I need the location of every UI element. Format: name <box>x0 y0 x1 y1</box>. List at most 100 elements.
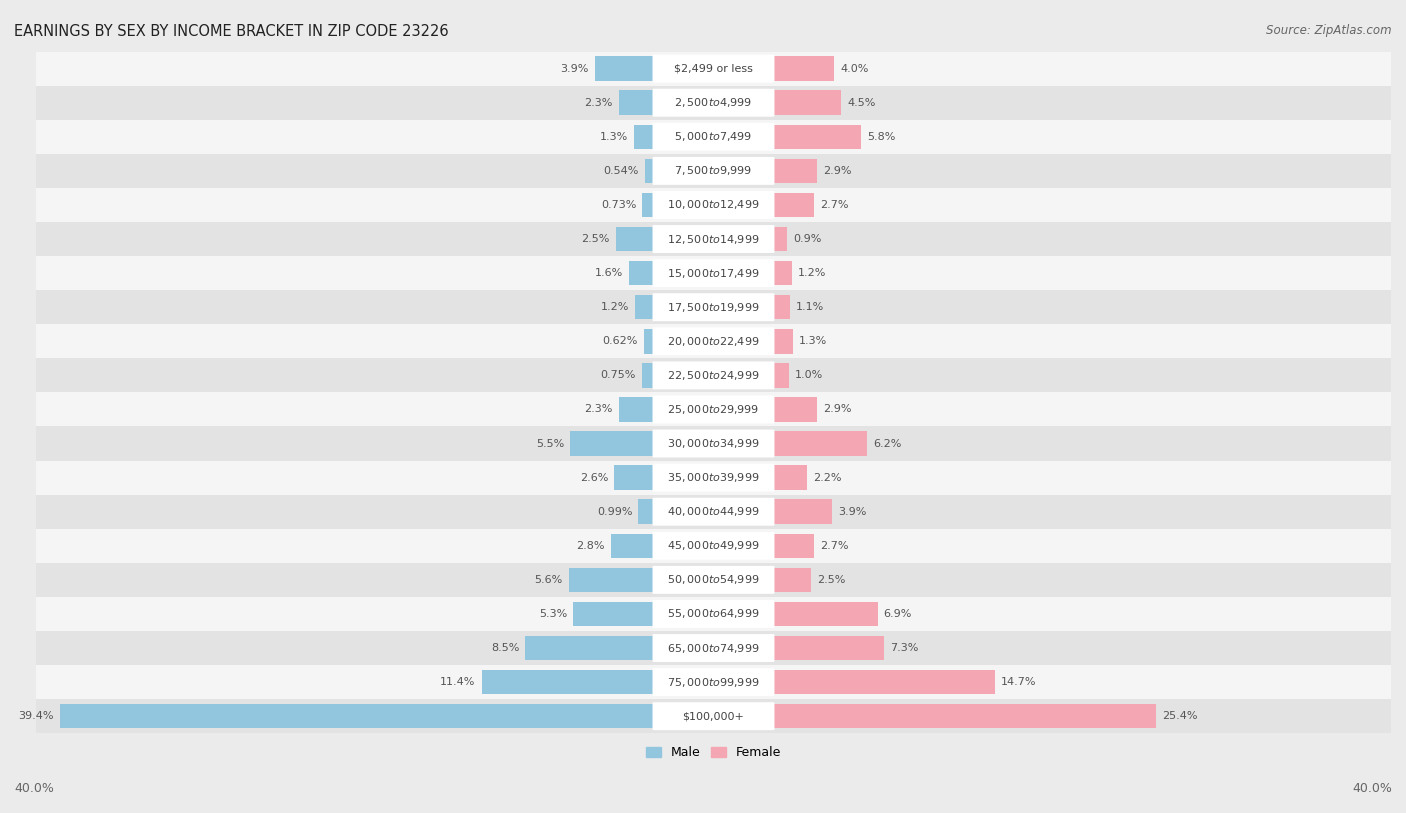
Text: $5,000 to $7,499: $5,000 to $7,499 <box>675 130 752 143</box>
Text: 0.75%: 0.75% <box>600 371 636 380</box>
Text: 1.1%: 1.1% <box>796 302 824 312</box>
Text: $10,000 to $12,499: $10,000 to $12,499 <box>668 198 759 211</box>
Text: 6.2%: 6.2% <box>873 438 901 449</box>
Bar <box>644 329 654 354</box>
Bar <box>773 499 832 524</box>
Text: 2.6%: 2.6% <box>579 472 607 483</box>
Bar <box>773 159 817 183</box>
Bar <box>0 154 1406 188</box>
Bar <box>0 290 1406 324</box>
Text: 40.0%: 40.0% <box>14 782 53 795</box>
FancyBboxPatch shape <box>652 89 775 117</box>
Text: $7,500 to $9,999: $7,500 to $9,999 <box>675 164 752 177</box>
Bar <box>0 85 1406 120</box>
Text: $17,500 to $19,999: $17,500 to $19,999 <box>668 301 759 314</box>
FancyBboxPatch shape <box>652 123 775 150</box>
FancyBboxPatch shape <box>652 463 775 492</box>
Text: $2,499 or less: $2,499 or less <box>673 63 754 74</box>
Bar <box>0 222 1406 256</box>
Bar <box>0 528 1406 563</box>
Text: $22,500 to $24,999: $22,500 to $24,999 <box>668 369 759 382</box>
Text: 40.0%: 40.0% <box>1353 782 1392 795</box>
Bar <box>0 51 1406 85</box>
Bar <box>0 494 1406 528</box>
Bar <box>0 563 1406 597</box>
Bar <box>619 90 654 115</box>
Bar <box>773 398 817 422</box>
FancyBboxPatch shape <box>652 532 775 560</box>
Text: Source: ZipAtlas.com: Source: ZipAtlas.com <box>1267 24 1392 37</box>
Text: $15,000 to $17,499: $15,000 to $17,499 <box>668 267 759 280</box>
Text: $45,000 to $49,999: $45,000 to $49,999 <box>668 539 759 552</box>
Text: 5.5%: 5.5% <box>536 438 564 449</box>
Bar <box>482 670 654 694</box>
Bar <box>773 636 883 660</box>
FancyBboxPatch shape <box>652 362 775 389</box>
Bar <box>612 533 654 558</box>
Bar <box>628 261 654 285</box>
Text: $25,000 to $29,999: $25,000 to $29,999 <box>668 403 759 416</box>
FancyBboxPatch shape <box>652 429 775 458</box>
Text: 2.2%: 2.2% <box>813 472 841 483</box>
Bar <box>60 704 654 728</box>
Text: 2.7%: 2.7% <box>820 541 849 550</box>
Text: 0.73%: 0.73% <box>600 200 637 210</box>
Text: 6.9%: 6.9% <box>883 609 912 619</box>
Text: 1.3%: 1.3% <box>599 132 627 141</box>
Text: 5.6%: 5.6% <box>534 575 562 585</box>
Text: $2,500 to $4,999: $2,500 to $4,999 <box>675 96 752 109</box>
FancyBboxPatch shape <box>652 259 775 287</box>
Bar <box>0 461 1406 494</box>
Legend: Male, Female: Male, Female <box>641 741 786 764</box>
Text: EARNINGS BY SEX BY INCOME BRACKET IN ZIP CODE 23226: EARNINGS BY SEX BY INCOME BRACKET IN ZIP… <box>14 24 449 39</box>
Bar <box>773 90 841 115</box>
Text: 1.0%: 1.0% <box>794 371 823 380</box>
Text: 4.0%: 4.0% <box>839 63 869 74</box>
Text: 3.9%: 3.9% <box>838 506 868 517</box>
Bar <box>0 699 1406 733</box>
Text: 0.54%: 0.54% <box>603 166 640 176</box>
Bar <box>773 567 811 592</box>
Text: 2.9%: 2.9% <box>824 404 852 415</box>
Bar <box>571 431 654 456</box>
Text: $50,000 to $54,999: $50,000 to $54,999 <box>668 573 759 586</box>
Bar <box>773 124 860 149</box>
Bar <box>773 602 877 626</box>
Bar <box>636 295 654 320</box>
Bar <box>773 261 792 285</box>
Text: 0.99%: 0.99% <box>596 506 633 517</box>
Bar <box>645 159 654 183</box>
Bar <box>0 597 1406 631</box>
Bar <box>773 465 807 490</box>
FancyBboxPatch shape <box>652 157 775 185</box>
Bar <box>595 56 654 81</box>
Text: 2.9%: 2.9% <box>824 166 852 176</box>
Bar <box>0 393 1406 427</box>
Bar <box>643 363 654 388</box>
Bar <box>643 193 654 217</box>
Text: 2.3%: 2.3% <box>585 404 613 415</box>
Text: $12,500 to $14,999: $12,500 to $14,999 <box>668 233 759 246</box>
Text: 0.62%: 0.62% <box>603 337 638 346</box>
Text: 5.3%: 5.3% <box>538 609 568 619</box>
Text: 1.3%: 1.3% <box>799 337 828 346</box>
Text: $65,000 to $74,999: $65,000 to $74,999 <box>668 641 759 654</box>
Text: $55,000 to $64,999: $55,000 to $64,999 <box>668 607 759 620</box>
FancyBboxPatch shape <box>652 395 775 424</box>
Text: $20,000 to $22,499: $20,000 to $22,499 <box>668 335 759 348</box>
FancyBboxPatch shape <box>652 702 775 730</box>
Bar <box>773 704 1156 728</box>
Text: 11.4%: 11.4% <box>440 677 475 687</box>
Bar <box>0 427 1406 461</box>
Bar <box>0 631 1406 665</box>
Bar <box>773 227 787 251</box>
Bar <box>773 295 790 320</box>
Bar <box>0 188 1406 222</box>
FancyBboxPatch shape <box>652 668 775 696</box>
Text: 39.4%: 39.4% <box>18 711 53 721</box>
Text: 0.9%: 0.9% <box>793 234 821 244</box>
Text: 8.5%: 8.5% <box>491 643 519 653</box>
Text: 3.9%: 3.9% <box>560 63 589 74</box>
Bar <box>773 56 834 81</box>
FancyBboxPatch shape <box>652 54 775 83</box>
